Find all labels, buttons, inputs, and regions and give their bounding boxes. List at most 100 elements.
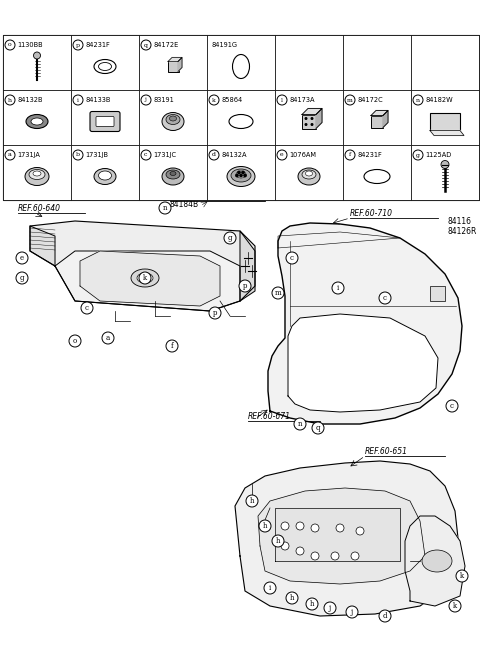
Bar	[430, 286, 445, 301]
Text: 84133B: 84133B	[85, 97, 110, 103]
Circle shape	[141, 95, 151, 105]
Circle shape	[196, 180, 200, 184]
Bar	[411, 35, 479, 90]
Polygon shape	[30, 226, 55, 266]
Text: m: m	[275, 289, 281, 297]
Text: REF.60-640: REF.60-640	[18, 204, 61, 213]
Text: 84191G: 84191G	[211, 42, 237, 48]
Text: q: q	[144, 43, 148, 47]
Ellipse shape	[169, 116, 177, 121]
Polygon shape	[55, 251, 240, 311]
Polygon shape	[275, 508, 400, 561]
Circle shape	[413, 150, 423, 160]
Bar	[3, 35, 71, 90]
Circle shape	[306, 598, 318, 610]
Text: 84126R: 84126R	[448, 227, 478, 236]
Ellipse shape	[166, 115, 180, 125]
Circle shape	[336, 524, 344, 532]
Text: k: k	[453, 602, 457, 610]
Text: 85864: 85864	[221, 97, 242, 103]
Circle shape	[331, 552, 339, 560]
Bar	[3, 35, 479, 200]
Ellipse shape	[302, 170, 316, 179]
Circle shape	[259, 520, 271, 532]
Circle shape	[69, 335, 81, 347]
Circle shape	[413, 95, 423, 105]
Circle shape	[305, 117, 307, 119]
Circle shape	[281, 542, 289, 550]
Bar	[172, 179, 262, 186]
Text: 83191: 83191	[153, 97, 174, 103]
Text: k: k	[212, 98, 216, 102]
Text: h: h	[263, 522, 267, 530]
Circle shape	[5, 150, 15, 160]
Circle shape	[250, 180, 254, 184]
Ellipse shape	[29, 169, 45, 180]
Circle shape	[311, 524, 319, 532]
Ellipse shape	[305, 171, 312, 176]
Circle shape	[182, 180, 186, 184]
Ellipse shape	[170, 171, 176, 176]
Text: 1731JC: 1731JC	[153, 152, 176, 158]
Circle shape	[238, 180, 242, 184]
Circle shape	[456, 570, 468, 582]
Text: 1130BB: 1130BB	[17, 42, 43, 48]
Text: e: e	[280, 152, 284, 157]
Circle shape	[351, 552, 359, 560]
Ellipse shape	[98, 171, 111, 180]
Text: c: c	[290, 254, 294, 262]
Circle shape	[16, 252, 28, 264]
FancyBboxPatch shape	[90, 112, 120, 131]
Circle shape	[81, 302, 93, 314]
Circle shape	[73, 40, 83, 50]
Bar	[71, 35, 139, 90]
Text: a: a	[106, 334, 110, 342]
Ellipse shape	[25, 167, 49, 186]
Polygon shape	[405, 516, 465, 606]
Circle shape	[264, 582, 276, 594]
Circle shape	[296, 547, 304, 555]
Text: REF.60-710: REF.60-710	[350, 209, 393, 218]
Text: REF.60-651: REF.60-651	[365, 447, 408, 456]
Bar	[170, 193, 265, 201]
Circle shape	[236, 174, 238, 176]
Circle shape	[324, 602, 336, 614]
Text: o: o	[73, 337, 77, 345]
Circle shape	[250, 195, 254, 199]
Text: a: a	[8, 152, 12, 157]
Text: p: p	[76, 43, 80, 47]
Circle shape	[209, 307, 221, 319]
Circle shape	[222, 195, 226, 199]
Circle shape	[141, 40, 151, 50]
Circle shape	[449, 600, 461, 612]
Circle shape	[238, 171, 240, 174]
Text: 84231F: 84231F	[85, 42, 110, 48]
Circle shape	[73, 95, 83, 105]
Bar	[139, 90, 207, 145]
Text: 84182W: 84182W	[425, 97, 453, 103]
Bar	[139, 145, 207, 200]
Text: m: m	[347, 98, 353, 102]
Text: g: g	[228, 234, 232, 242]
Ellipse shape	[94, 169, 116, 184]
Circle shape	[73, 150, 83, 160]
Text: n: n	[298, 420, 302, 428]
Text: j: j	[145, 98, 147, 102]
Text: h: h	[250, 497, 254, 505]
Circle shape	[242, 171, 244, 174]
Text: k: k	[143, 274, 147, 282]
Text: h: h	[290, 594, 294, 602]
Text: n: n	[416, 98, 420, 102]
Circle shape	[272, 535, 284, 547]
Text: 1125AD: 1125AD	[425, 152, 451, 158]
Ellipse shape	[131, 269, 159, 287]
Bar	[275, 145, 343, 200]
Ellipse shape	[227, 167, 255, 186]
Text: q: q	[316, 424, 320, 432]
Polygon shape	[371, 110, 388, 115]
Circle shape	[446, 400, 458, 412]
Text: c: c	[383, 294, 387, 302]
Circle shape	[208, 195, 212, 199]
Ellipse shape	[364, 169, 390, 184]
Bar	[71, 90, 139, 145]
